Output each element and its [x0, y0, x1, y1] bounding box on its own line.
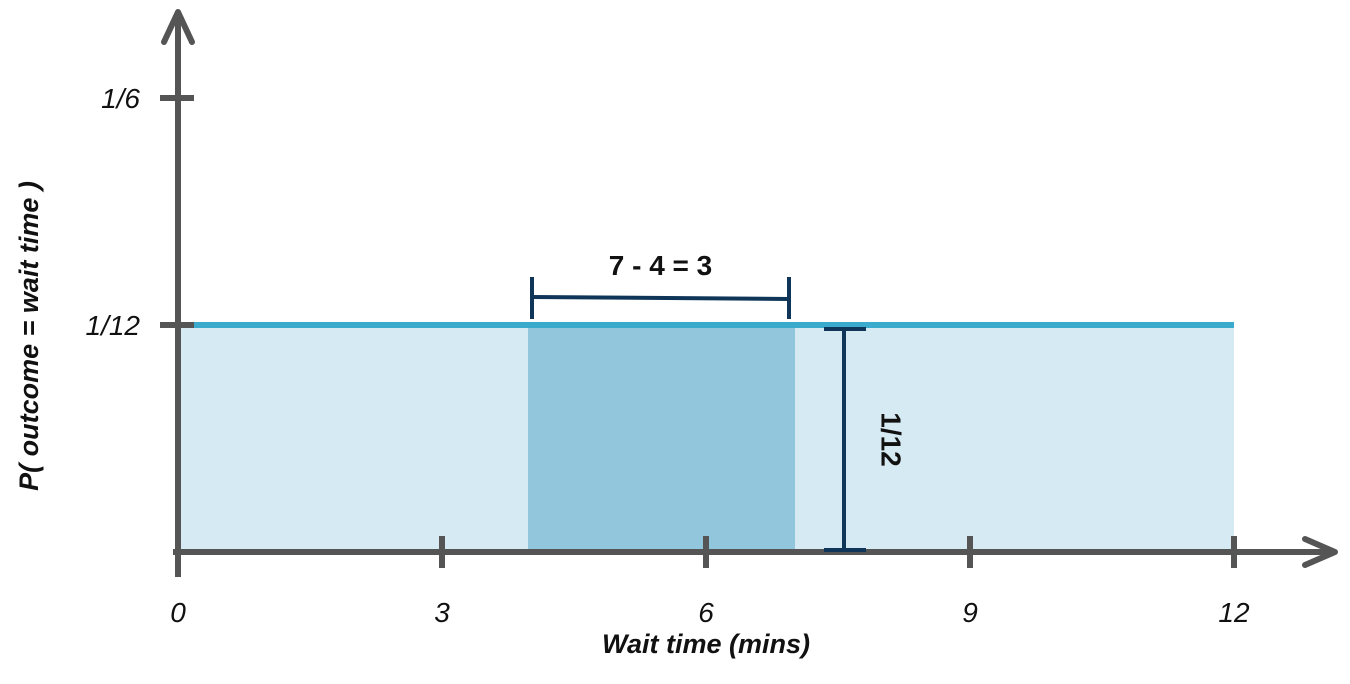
height-annotation: 1/12 [824, 327, 907, 552]
y-tick-label: 1/6 [101, 83, 140, 114]
x-ticks: 0 3 6 9 12 [170, 536, 1250, 628]
x-axis-arrow-icon [1302, 536, 1338, 568]
y-ticks: 1/12 1/6 [86, 83, 194, 341]
x-tick-label: 0 [170, 597, 186, 628]
width-annotation: 7 - 4 = 3 [530, 250, 791, 319]
x-axis-title: Wait time (mins) [602, 629, 810, 659]
height-annotation-label: 1/12 [876, 412, 907, 467]
width-bracket [531, 295, 790, 301]
x-tick-label: 6 [698, 597, 714, 628]
y-axis-title: P( outcome = wait time ) [14, 181, 44, 491]
axes [161, 9, 1338, 577]
width-annotation-label: 7 - 4 = 3 [609, 250, 713, 281]
y-tick-label: 1/12 [86, 310, 141, 341]
highlight-interval-area [528, 325, 795, 552]
y-axis-arrow-icon [161, 9, 195, 45]
x-tick-label: 3 [434, 597, 450, 628]
x-tick-label: 9 [962, 597, 978, 628]
x-tick-label: 12 [1218, 597, 1250, 628]
